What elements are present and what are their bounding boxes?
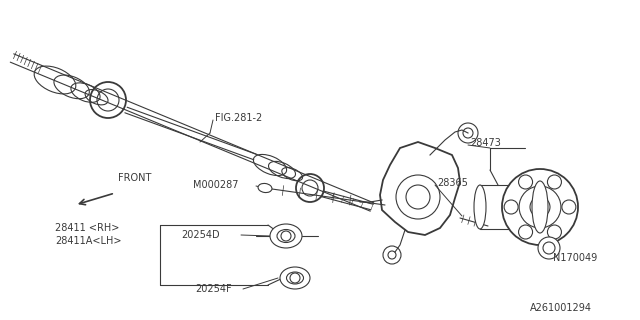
Circle shape <box>547 175 561 189</box>
Text: M000287: M000287 <box>193 180 239 190</box>
Text: A261001294: A261001294 <box>530 303 592 313</box>
Circle shape <box>504 200 518 214</box>
Circle shape <box>502 169 578 245</box>
Text: 28365: 28365 <box>437 178 468 188</box>
Circle shape <box>458 123 478 143</box>
Text: FIG.281-2: FIG.281-2 <box>215 113 262 123</box>
Text: 28411 <RH>: 28411 <RH> <box>55 223 120 233</box>
Text: 28411A<LH>: 28411A<LH> <box>55 236 122 246</box>
Text: 20254D: 20254D <box>181 230 220 240</box>
Circle shape <box>547 225 561 239</box>
Ellipse shape <box>532 181 548 233</box>
Ellipse shape <box>258 183 272 193</box>
Text: N170049: N170049 <box>553 253 597 263</box>
Circle shape <box>518 175 532 189</box>
Ellipse shape <box>280 267 310 289</box>
Text: 20254F: 20254F <box>195 284 232 294</box>
Circle shape <box>518 225 532 239</box>
Text: 28473: 28473 <box>470 138 501 148</box>
Text: FRONT: FRONT <box>118 173 152 183</box>
Circle shape <box>383 246 401 264</box>
Ellipse shape <box>474 185 486 229</box>
Circle shape <box>562 200 576 214</box>
Circle shape <box>538 237 560 259</box>
Ellipse shape <box>270 224 302 248</box>
